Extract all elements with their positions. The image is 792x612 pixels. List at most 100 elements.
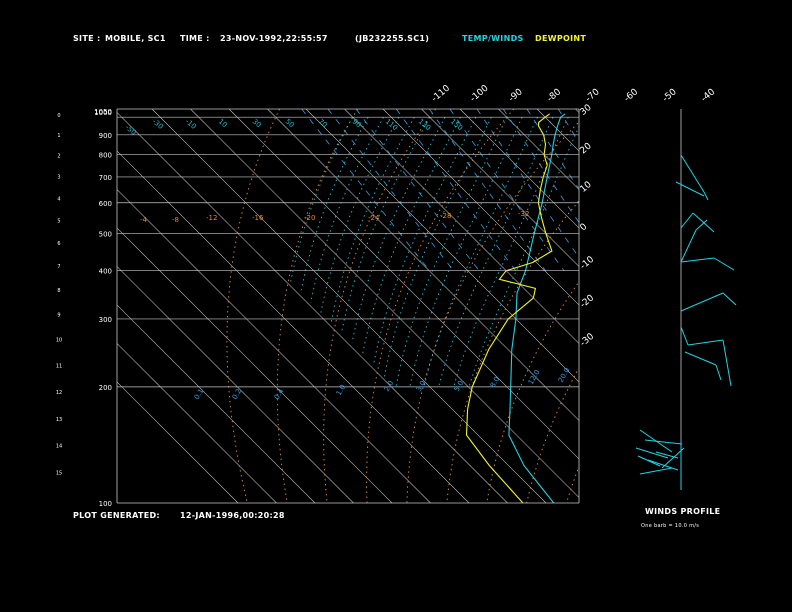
moist-adiabat-line xyxy=(468,126,579,388)
height-tick-label: 1 xyxy=(57,133,60,139)
right-temp-tick-label: -10 xyxy=(579,255,597,272)
mixing-ratio-line xyxy=(395,109,517,271)
mixing-ratio-line xyxy=(327,109,454,271)
isotherm-line xyxy=(117,189,431,503)
winds-profile-title: WINDS PROFILE xyxy=(645,507,721,516)
right-temp-tick-label: -30 xyxy=(579,332,597,349)
moist-adiabat-line xyxy=(438,117,554,388)
plot-generated-label: PLOT GENERATED: xyxy=(73,511,160,520)
height-tick-label: 8 xyxy=(57,288,60,294)
height-tick-label: 7 xyxy=(57,264,60,270)
time-label: TIME : xyxy=(180,34,210,43)
mixing-ratio-line xyxy=(557,109,579,144)
pressure-tick-label: 1000 xyxy=(94,109,112,117)
pressure-tick-label: 1050 xyxy=(94,108,112,116)
adiabat-label: 30 xyxy=(251,117,263,129)
wind-barb xyxy=(680,257,715,263)
height-tick-label: 13 xyxy=(56,417,62,423)
isotherm-line xyxy=(382,109,579,306)
pressure-tick-label: 900 xyxy=(99,132,112,140)
wind-barb xyxy=(680,154,705,193)
height-tick-label: 5 xyxy=(57,218,60,224)
pressure-tick-label: 600 xyxy=(99,200,112,208)
mixing-ratio-line xyxy=(502,109,579,224)
theta-e-label: -8 xyxy=(172,216,179,224)
height-tick-label: 12 xyxy=(56,390,62,396)
moist-adiabat-line xyxy=(409,117,523,387)
isotherm-line xyxy=(117,381,239,503)
adiabat-label: 10 xyxy=(217,117,229,129)
legend-dewpoint: DEWPOINT xyxy=(535,34,587,43)
pressure-tick-label: 400 xyxy=(99,268,112,276)
top-temp-tick-label: -40 xyxy=(700,87,718,104)
winds-profile-note: One barb = 10.0 m/s xyxy=(641,523,700,529)
dry-adiabat-line xyxy=(486,280,579,503)
height-tick-label: 4 xyxy=(57,196,60,202)
adiabat-label: 70 xyxy=(317,117,329,129)
adiabat-label: 110 xyxy=(384,117,399,132)
isotherm-line xyxy=(614,109,792,503)
right-temp-tick-label: 10 xyxy=(579,180,594,195)
isotherm-line xyxy=(228,109,579,460)
mixing-ratio-label: 2.0 xyxy=(383,379,395,393)
top-temp-tick-label: -50 xyxy=(661,87,679,104)
height-tick-label: 2 xyxy=(57,154,60,160)
plot-generated-value: 12-JAN-1996,00:20:28 xyxy=(180,511,285,520)
height-tick-label: 10 xyxy=(56,338,62,344)
wind-barb xyxy=(675,181,705,197)
adiabat-label: -10 xyxy=(184,117,198,130)
wind-barb xyxy=(703,191,709,201)
wind-barb xyxy=(661,447,685,469)
height-tick-label: 14 xyxy=(56,443,62,449)
wind-barb xyxy=(644,439,683,445)
mixing-ratio-label: 3.0 xyxy=(415,379,427,393)
wind-barb xyxy=(637,455,661,467)
dry-adiabat-line xyxy=(276,109,358,503)
wind-barb xyxy=(713,257,735,271)
isotherm-line xyxy=(117,343,277,503)
height-tick-label: 6 xyxy=(57,241,60,247)
isotherm-line xyxy=(653,109,792,503)
adiabat-label: 130 xyxy=(417,117,432,132)
mixing-ratio-label: 0.4 xyxy=(273,387,286,401)
dry-adiabat-line xyxy=(606,109,792,503)
adiabat-label: 150 xyxy=(449,117,464,132)
adiabat-label: 50 xyxy=(284,117,296,129)
theta-e-label: -12 xyxy=(206,214,217,222)
isotherm-line xyxy=(575,109,579,113)
dry-adiabat-line xyxy=(646,109,792,503)
isotherm-line xyxy=(267,109,579,421)
wind-barb xyxy=(680,212,694,229)
moist-adiabat-line xyxy=(300,116,369,294)
isotherm-line xyxy=(117,227,393,503)
isotherm-line xyxy=(117,266,354,503)
theta-e-label: -24 xyxy=(368,214,380,222)
moist-adiabat-line xyxy=(423,117,538,388)
wind-barb xyxy=(695,219,708,231)
mixing-ratio-line xyxy=(355,109,480,271)
pressure-tick-label: 100 xyxy=(99,500,112,508)
theta-e-label: -28 xyxy=(440,212,451,220)
pressure-tick-label: 700 xyxy=(99,174,112,182)
dewpoint-line xyxy=(465,113,553,503)
wind-barb xyxy=(722,339,732,387)
time-value: 23-NOV-1992,22:55:57 xyxy=(220,34,328,43)
top-temp-tick-label: -80 xyxy=(546,87,564,104)
height-tick-label: 3 xyxy=(57,175,60,181)
site-value: MOBILE, SC1 xyxy=(105,34,166,43)
dry-adiabat-line xyxy=(226,109,281,503)
height-tick-label: 9 xyxy=(57,313,60,319)
isotherm-line xyxy=(421,109,579,267)
mixing-ratio-label: 20.0 xyxy=(557,366,572,384)
theta-e-label: -16 xyxy=(252,214,264,222)
theta-e-label: -32 xyxy=(518,210,529,218)
top-temp-tick-label: -100 xyxy=(469,83,491,104)
wind-barb xyxy=(715,364,722,381)
pressure-tick-label: 300 xyxy=(99,316,112,324)
mixing-ratio-label: 0.1 xyxy=(193,387,205,401)
isotherm-line xyxy=(151,109,547,503)
height-tick-label: 11 xyxy=(56,364,62,370)
isotherm-line xyxy=(117,150,470,503)
moist-adiabat-line xyxy=(351,116,446,343)
mixing-ratio-label: 5.0 xyxy=(453,379,465,393)
